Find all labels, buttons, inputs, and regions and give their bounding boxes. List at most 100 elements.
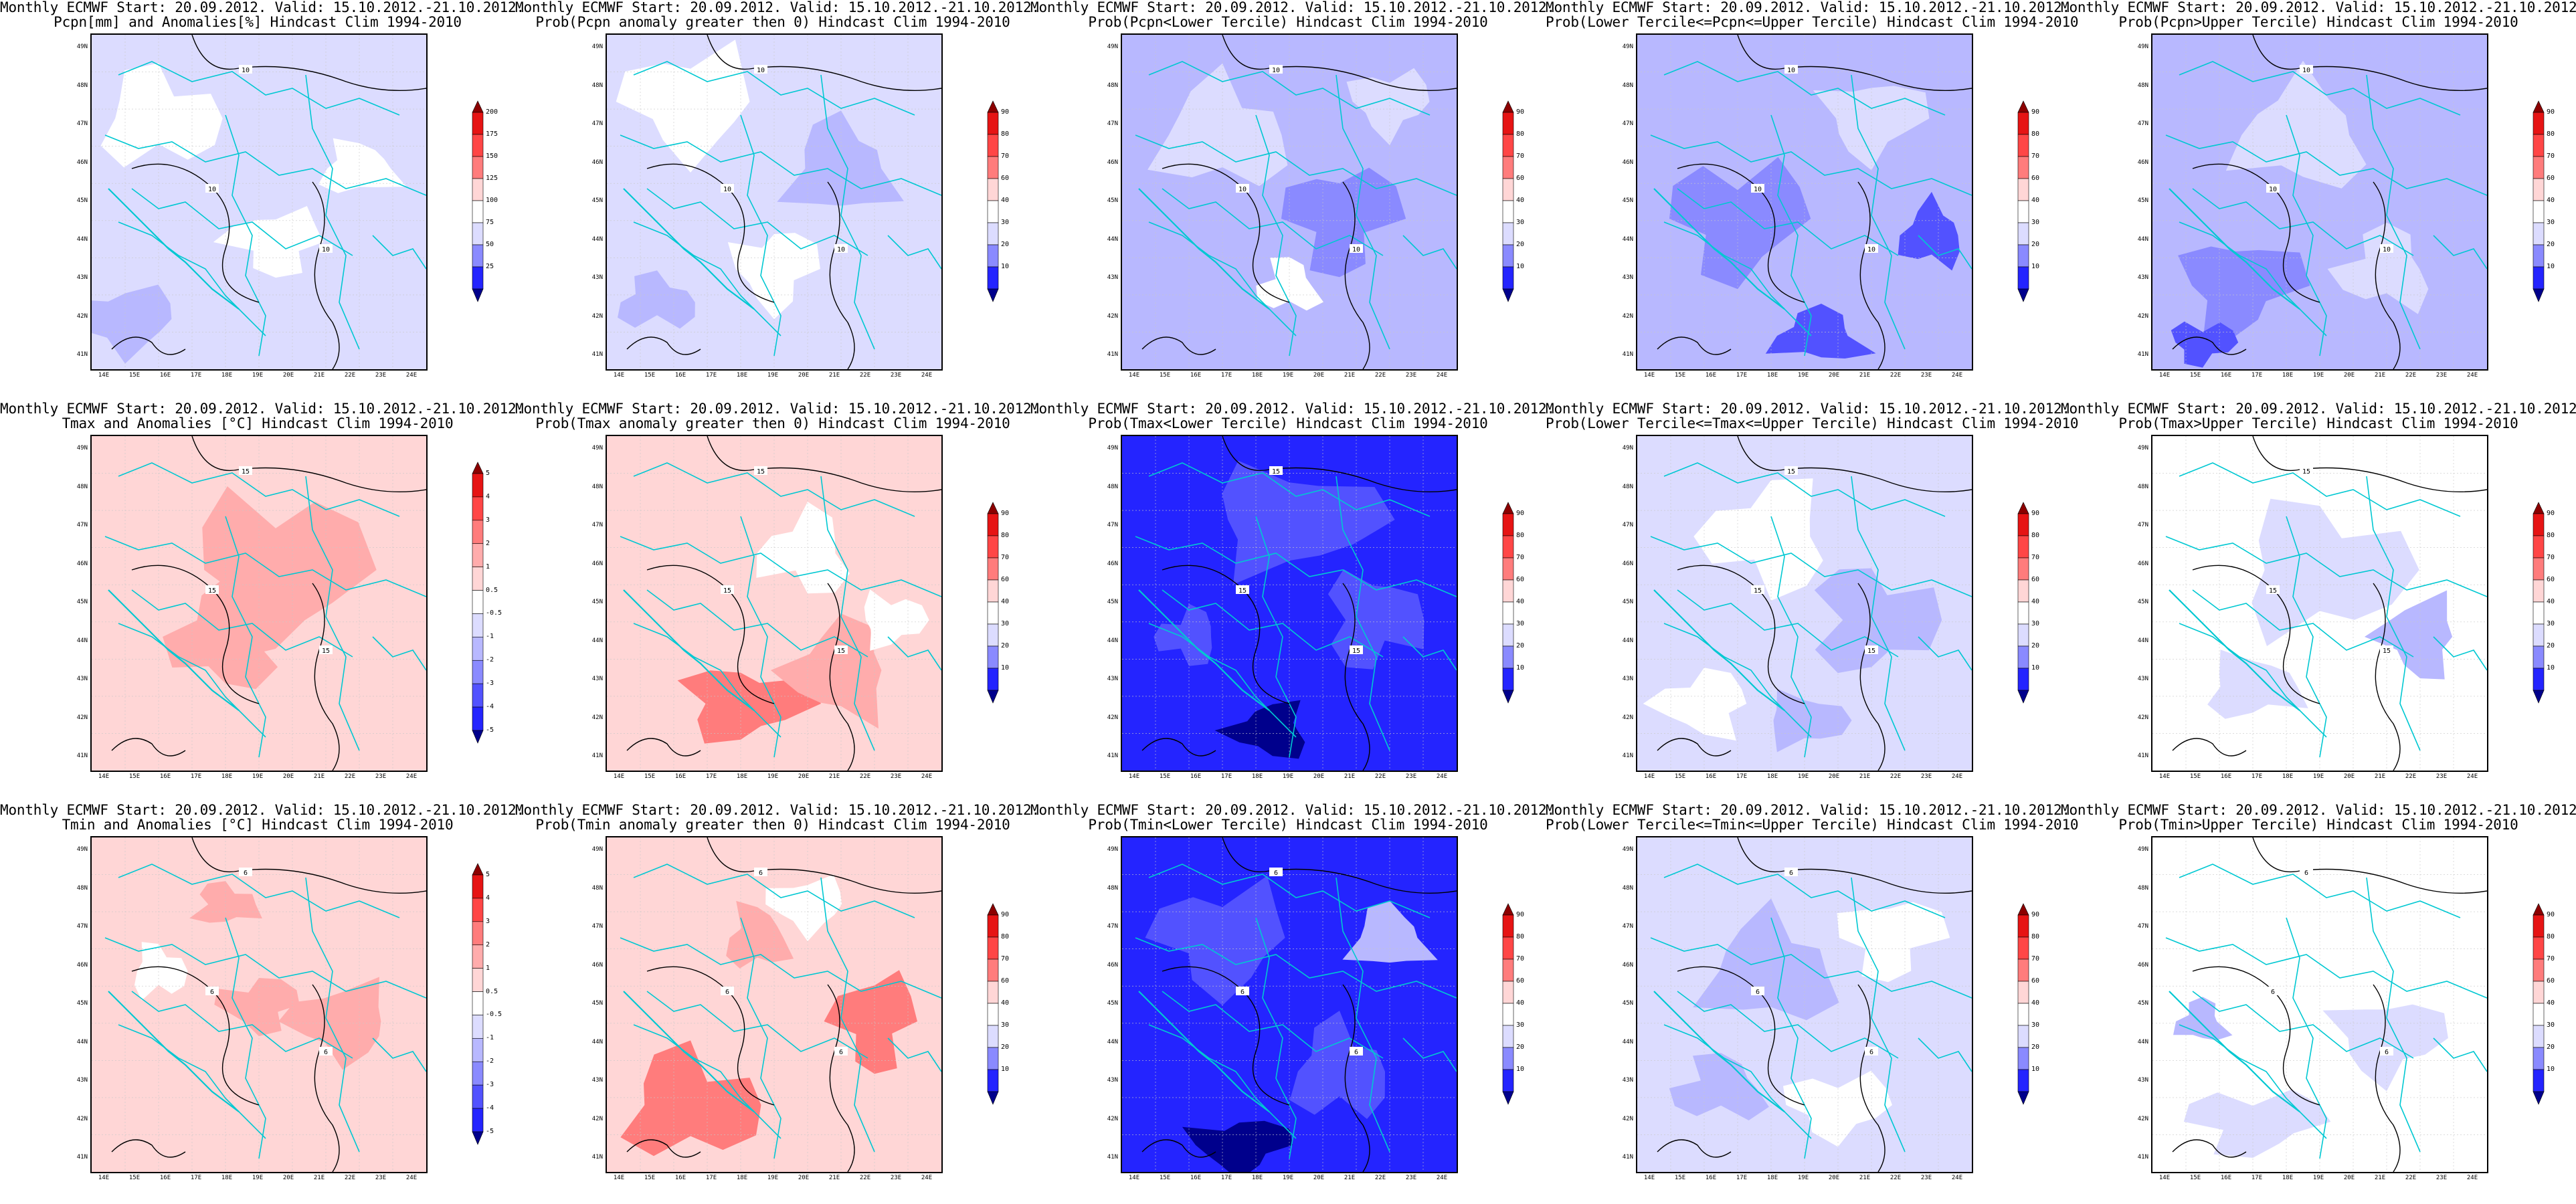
lon-tick-label: 17E [705,372,717,379]
country-border [372,1037,426,1072]
color-bar-segment [1502,222,1514,245]
lon-tick-label: 19E [2312,773,2324,780]
lat-tick-label: 42N [1107,312,1118,320]
coastline [1138,188,1270,310]
contour-label-box [2380,244,2393,253]
shaded-region [134,942,188,1001]
country-border [1135,937,1457,999]
panel-title-line2: Tmax and Anomalies [°C] Hindcast Clim 19… [62,415,454,431]
coastline [1653,589,1785,711]
panel-title-line1: Monthly ECMWF Start: 20.09.2012. Valid: … [1030,802,1555,818]
forecast-panel-p12: Monthly ECMWF Start: 20.09.2012. Valid: … [515,803,1040,1204]
lat-tick-label: 43N [2137,676,2148,682]
shaded-region [1182,1120,1293,1172]
contour-line [2373,181,2401,369]
lat-tick-label: 49N [1622,445,1633,452]
color-bar-segment [987,981,999,1004]
shaded-region [616,39,750,173]
panel-title-line2: Prob(Tmax>Upper Tercile) Hindcast Clim 1… [2118,415,2518,431]
country-border [1663,462,1946,517]
lon-tick-label: 20E [798,1175,810,1181]
color-bar-segment [987,156,999,179]
lat-tick-label: 45N [1622,197,1633,204]
country-border [305,74,360,350]
lon-tick-label: 14E [613,1175,625,1181]
color-bar-label: -2 [486,1058,494,1066]
panel-title-line1: Monthly ECMWF Start: 20.09.2012. Valid: … [2061,0,2576,15]
lon-tick-label: 20E [1313,372,1325,379]
country-border [1851,476,1906,751]
color-bar-label: -4 [486,703,494,711]
forecast-panel-p15: Monthly ECMWF Start: 20.09.2012. Valid: … [2061,803,2576,1204]
country-border [225,114,266,357]
color-bar-label: 10 [1001,664,1010,672]
lat-tick-label: 43N [76,676,88,682]
lat-tick-label: 45N [2137,1000,2148,1007]
color-bar [987,903,999,1105]
lon-tick-label: 23E [890,773,902,780]
contour-line [1857,984,1885,1172]
lon-tick-label: 17E [190,773,202,780]
contour-line [626,738,701,757]
lon-tick-label: 16E [2220,372,2232,379]
panel-title-line2: Prob(Pcpn>Upper Tercile) Hindcast Clim 1… [2118,14,2518,30]
color-bar-segment [472,200,484,223]
contour-label: 10 [2302,67,2310,74]
color-bar-segment [987,200,999,223]
color-bar-segment [1502,266,1514,290]
lon-tick-label: 15E [2189,773,2201,780]
color-bar [987,502,999,704]
lon-tick-label: 18E [736,372,748,379]
color-bar-tip [2533,903,2545,916]
contour-line [191,436,426,493]
color-bar-segment [2017,1069,2029,1092]
color-bar-label: 30 [2547,620,2555,627]
color-bar-label: 20 [1516,1043,1525,1051]
color-bar-label: 80 [1001,130,1010,138]
color-bar-label: 10 [1001,1066,1010,1073]
lon-tick-label: 15E [1159,773,1171,780]
contour-label: 15 [1867,647,1875,655]
lat-tick-label: 48N [1107,884,1118,892]
contour-label: 10 [1352,246,1360,254]
country-border [887,1037,941,1072]
country-border [118,61,400,116]
map-svg: 15 15 15 [1637,436,1972,771]
color-bar-label: 4 [486,492,490,500]
lat-tick-label: 45N [76,197,88,204]
contour-label: 15 [2383,647,2391,655]
lat-tick-label: 43N [1622,676,1633,682]
color-bar-segment [2533,244,2545,268]
color-bar [472,100,484,302]
contour-line [827,583,855,771]
forecast-panel-p1: Monthly ECMWF Start: 20.09.2012. Valid: … [0,0,525,401]
coastline [2169,589,2300,711]
color-bar-segment [472,244,484,268]
lon-tick-label: 24E [1951,1175,1963,1181]
shaded-region [1342,900,1438,963]
color-bar-tip [472,288,484,302]
color-bar-segment [2017,112,2029,135]
forecast-map: 15 15 15 [606,435,943,772]
lon-tick-label: 19E [1797,372,1809,379]
color-bar-label: 10 [2547,664,2555,672]
contour-label: 15 [242,468,250,476]
color-bar-label: 60 [2031,977,2040,985]
color-bar-segment [1502,914,1514,938]
contour-label: 6 [2385,1049,2389,1056]
lat-tick-label: 49N [591,445,603,452]
color-bar-segment [2533,936,2545,960]
color-bar-segment [472,706,484,731]
lon-tick-label: 22E [2405,773,2417,780]
country-border [225,917,266,1159]
country-border [633,462,915,517]
lon-tick-label: 16E [1705,773,1717,780]
lat-tick-label: 48N [591,483,603,490]
contour-label: 15 [1272,468,1280,476]
contour-line [707,436,941,493]
lat-tick-label: 46N [1107,560,1118,567]
map-svg: 6 6 6 [1637,837,1972,1172]
contour-line [646,565,775,704]
color-bar-segment [987,222,999,245]
panel-title-line2: Prob(Pcpn<Lower Tercile) Hindcast Clim 1… [1088,14,1488,30]
